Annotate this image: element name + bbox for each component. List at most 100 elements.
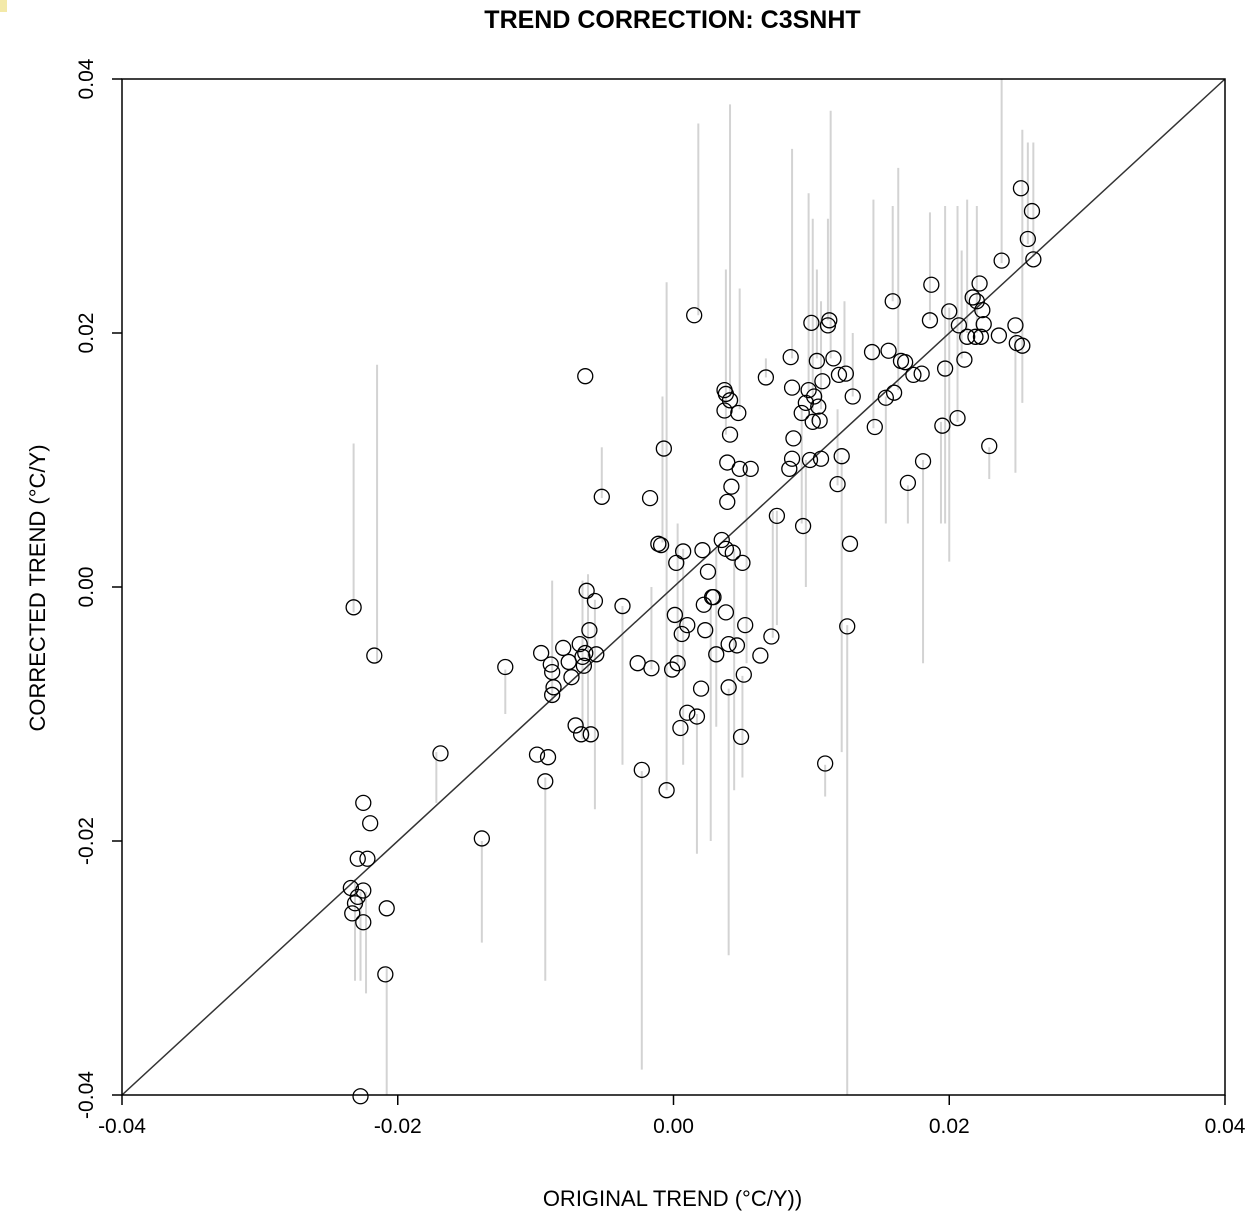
y-tick-label: -0.04 xyxy=(75,1071,98,1119)
data-point xyxy=(571,636,588,653)
data-point xyxy=(1019,230,1036,248)
data-point xyxy=(537,773,554,790)
data-point xyxy=(833,448,850,465)
data-point xyxy=(936,360,954,377)
data-point xyxy=(1023,202,1041,220)
data-point xyxy=(641,489,659,507)
data-point xyxy=(783,379,801,396)
error-bars xyxy=(352,79,1035,1095)
data-point xyxy=(650,535,667,552)
data-point xyxy=(699,563,717,580)
y-tick-label: 0.00 xyxy=(75,567,98,608)
data-point xyxy=(814,373,831,390)
data-point xyxy=(821,312,838,329)
data-point xyxy=(964,289,981,306)
data-point xyxy=(829,475,846,493)
data-point xyxy=(981,437,998,455)
data-point xyxy=(810,398,827,415)
data-point xyxy=(825,350,842,367)
data-point xyxy=(804,413,821,431)
data-point xyxy=(993,252,1010,269)
data-point xyxy=(588,646,605,663)
data-point xyxy=(914,453,932,470)
data-point xyxy=(830,366,848,384)
data-point xyxy=(817,755,834,772)
data-point xyxy=(692,680,710,697)
data-point xyxy=(975,315,992,333)
data-point xyxy=(1012,180,1030,197)
data-point xyxy=(742,460,759,478)
data-point xyxy=(359,850,376,867)
data-point xyxy=(652,536,670,554)
data-point xyxy=(629,655,646,672)
data-point xyxy=(572,726,590,743)
identity-line xyxy=(121,78,1226,1096)
data-point xyxy=(362,815,379,832)
data-point xyxy=(737,616,754,634)
data-point xyxy=(717,604,735,621)
data-point xyxy=(614,597,631,615)
data-point xyxy=(723,478,740,495)
data-point xyxy=(658,782,675,799)
data-point xyxy=(968,293,985,310)
data-point xyxy=(673,625,690,643)
corner-mark xyxy=(0,0,7,12)
data-point xyxy=(695,596,712,613)
y-axis: -0.04 -0.02 0.00 0.02 0.04 xyxy=(75,58,122,1119)
data-point xyxy=(905,366,922,384)
data-point xyxy=(539,749,557,766)
data-point xyxy=(783,450,801,467)
data-point xyxy=(956,351,973,368)
data-point xyxy=(669,655,686,672)
data-point xyxy=(345,599,362,616)
data-point xyxy=(805,388,823,405)
data-point xyxy=(593,488,610,505)
data-point xyxy=(801,451,819,469)
data-point xyxy=(923,276,940,293)
data-point xyxy=(950,317,968,334)
x-tick-label: 0.00 xyxy=(653,1115,694,1138)
data-point xyxy=(866,418,883,436)
data-point xyxy=(782,348,799,366)
data-point xyxy=(990,327,1008,344)
data-point xyxy=(728,637,746,654)
data-point xyxy=(574,648,591,665)
data-point xyxy=(721,426,739,443)
x-tick-label: -0.04 xyxy=(98,1115,146,1138)
data-point xyxy=(542,656,559,673)
data-point xyxy=(941,303,958,320)
data-point xyxy=(812,450,830,467)
data-point xyxy=(581,622,598,639)
data-point xyxy=(800,381,817,399)
chart-title: TREND CORRECTION: C3SNHT xyxy=(484,6,861,34)
data-point xyxy=(349,888,366,906)
data-point xyxy=(697,622,714,639)
data-point xyxy=(768,507,786,525)
data-point xyxy=(708,646,725,663)
data-point xyxy=(544,686,561,704)
data-point xyxy=(959,328,976,345)
data-point xyxy=(785,430,802,447)
x-tick-label: 0.04 xyxy=(1205,1115,1246,1138)
data-point xyxy=(844,388,861,405)
y-tick-label: 0.02 xyxy=(75,313,98,354)
data-point xyxy=(837,365,854,382)
data-point xyxy=(577,368,594,385)
data-point xyxy=(719,493,736,511)
data-point xyxy=(545,679,562,696)
data-point xyxy=(752,647,769,664)
data-point xyxy=(432,745,449,762)
data-point xyxy=(694,542,711,559)
data-point xyxy=(586,592,604,610)
data-point xyxy=(713,531,730,549)
data-point xyxy=(668,554,685,572)
data-point xyxy=(716,402,733,419)
data-point xyxy=(582,726,599,743)
data-point xyxy=(378,900,395,917)
data-point xyxy=(732,728,750,746)
data-point xyxy=(575,657,593,674)
data-point xyxy=(921,312,939,329)
data-point xyxy=(655,440,672,457)
data-point xyxy=(808,352,826,370)
data-point xyxy=(972,328,990,345)
